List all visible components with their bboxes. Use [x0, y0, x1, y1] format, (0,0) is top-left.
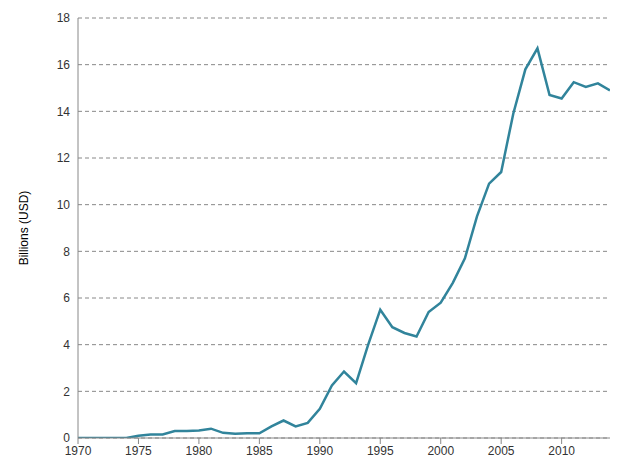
svg-text:1985: 1985: [246, 444, 273, 458]
svg-text:1975: 1975: [125, 444, 152, 458]
svg-text:Billions (USD): Billions (USD): [17, 191, 31, 266]
svg-text:1970: 1970: [65, 444, 92, 458]
svg-text:2010: 2010: [548, 444, 575, 458]
svg-text:18: 18: [57, 11, 71, 25]
svg-text:1980: 1980: [186, 444, 213, 458]
svg-text:4: 4: [63, 338, 70, 352]
svg-text:8: 8: [63, 245, 70, 259]
svg-text:2005: 2005: [488, 444, 515, 458]
svg-text:14: 14: [57, 105, 71, 119]
svg-text:2000: 2000: [427, 444, 454, 458]
svg-text:6: 6: [63, 291, 70, 305]
svg-text:16: 16: [57, 58, 71, 72]
svg-text:1995: 1995: [367, 444, 394, 458]
svg-text:0: 0: [63, 431, 70, 445]
svg-text:1990: 1990: [306, 444, 333, 458]
svg-text:12: 12: [57, 151, 71, 165]
svg-text:2: 2: [63, 385, 70, 399]
svg-text:10: 10: [57, 198, 71, 212]
